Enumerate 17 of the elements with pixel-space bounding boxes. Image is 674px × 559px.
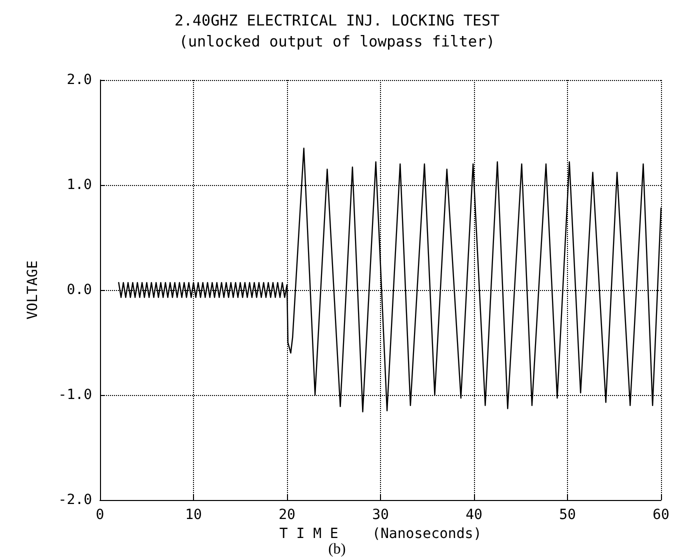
y-axis-title: VOLTAGE [25, 260, 41, 320]
x-tick-label: 20 [278, 507, 296, 523]
y-tick-label: 0.0 [66, 282, 92, 298]
x-tick-label: 30 [372, 507, 389, 523]
chart-title: 2.40GHZ ELECTRICAL INJ. LOCKING TEST [174, 12, 500, 30]
y-tick-label: 2.0 [66, 72, 92, 88]
y-tick-label: 1.0 [66, 177, 92, 193]
x-tick-label: 60 [652, 507, 670, 523]
x-tick-label: 50 [559, 507, 576, 523]
text: (b) [328, 542, 346, 558]
x-axis-title: T I M E (Nanoseconds) [279, 526, 482, 542]
y-tick-label: -1.0 [58, 387, 92, 403]
chart-subtitle: (unlocked output of lowpass filter) [178, 32, 496, 50]
y-tick-label: -2.0 [58, 492, 92, 508]
x-tick-label: 0 [96, 507, 104, 523]
x-tick-label: 10 [185, 507, 202, 523]
x-tick-label: 40 [466, 507, 482, 523]
